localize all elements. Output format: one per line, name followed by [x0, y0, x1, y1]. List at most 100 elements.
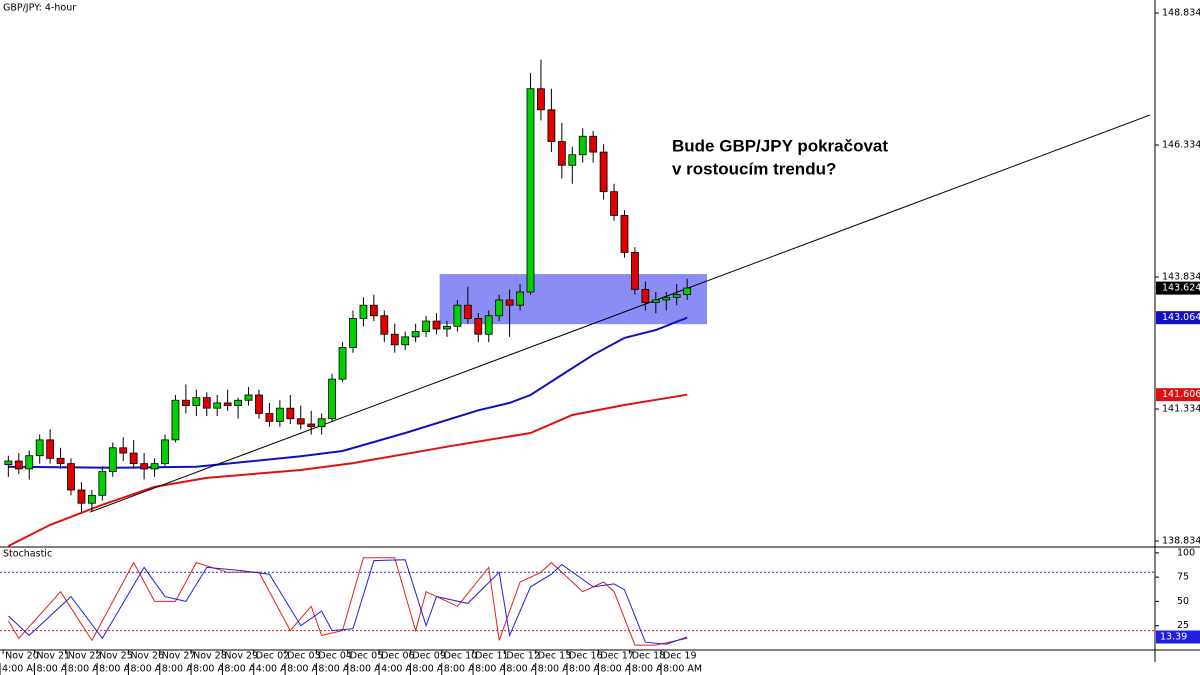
- candle-body: [307, 423, 316, 428]
- candle-body: [516, 291, 524, 306]
- indicator-value-label: 13.39: [1160, 631, 1187, 642]
- x-time-label-bg: [253, 663, 296, 675]
- candle-body: [443, 325, 451, 330]
- x-tick-label: Nov 20: [5, 651, 39, 662]
- indicator-title: Stochastic: [3, 549, 52, 560]
- x-time-label: 8:00 AM: [287, 664, 326, 675]
- ma-price-label-box: [1156, 388, 1200, 402]
- annotation: v rostoucím trendu?: [672, 159, 836, 178]
- candle-body: [547, 109, 556, 142]
- candle-body: [56, 457, 65, 465]
- candle-body: [4, 460, 13, 466]
- indicator-y-tick-label: 75: [1177, 572, 1189, 583]
- candle-body: [265, 413, 274, 422]
- x-time-label-bg: [159, 663, 202, 675]
- candle-body: [380, 315, 389, 335]
- last-price-label: 143.624: [1162, 283, 1200, 294]
- candle-body: [349, 318, 357, 348]
- candle-body: [401, 336, 410, 346]
- moving-average: [7, 393, 688, 547]
- candle-body: [150, 463, 159, 470]
- candle-body: [568, 154, 577, 166]
- x-time-label: 8:00 AM: [224, 664, 263, 675]
- x-time-label-bg: [0, 663, 43, 675]
- candle-body: [98, 471, 107, 496]
- annotation: Bude GBP/JPY pokračovat: [672, 136, 888, 155]
- x-time-label: 8:00 AM: [663, 664, 702, 675]
- candle-body: [422, 320, 430, 333]
- ma-price-label: 141.606: [1162, 389, 1200, 400]
- indicator-y-tick-label: 100: [1177, 547, 1195, 558]
- candle-body: [599, 151, 608, 193]
- x-tick-label: Dec 17: [600, 651, 634, 662]
- candle-body: [672, 294, 681, 298]
- ma-price-label: 143.064: [1162, 312, 1200, 323]
- x-time-label-bg: [97, 663, 140, 675]
- candle-body: [119, 447, 128, 454]
- candle-body: [213, 402, 222, 409]
- stochastic-line: [7, 557, 688, 646]
- x-time-label: 8:00 AM: [162, 664, 201, 675]
- x-time-label: 8:00 AM: [130, 664, 169, 675]
- candle-body: [161, 439, 169, 465]
- indicator-y-tick-label: 25: [1177, 620, 1189, 631]
- x-time-label: 8:00 AM: [569, 664, 608, 675]
- candle-body: [77, 489, 86, 504]
- moving-average: [8, 316, 688, 469]
- candle-body: [411, 331, 420, 338]
- x-time-label-bg: [128, 663, 171, 675]
- x-time-label: 8:00 AM: [36, 664, 75, 675]
- x-time-label: 4:00 AM: [256, 664, 295, 675]
- candle-body: [286, 407, 295, 420]
- x-time-label: 8:00 AM: [506, 664, 545, 675]
- x-time-label-bg: [410, 663, 453, 675]
- x-tick-label: Dec 12: [506, 651, 540, 662]
- x-time-label-bg: [535, 663, 578, 675]
- last-price-label-box: [1156, 281, 1200, 295]
- x-time-label: 8:00 AM: [350, 664, 389, 675]
- candle-body: [108, 447, 117, 472]
- y-tick-label: 143.834: [1162, 272, 1200, 283]
- x-tick-label: Nov 27: [162, 651, 196, 662]
- x-tick-label: Dec 05: [350, 651, 384, 662]
- y-tick-label: 141.334: [1162, 404, 1200, 415]
- x-time-label: 8:00 AM: [193, 664, 232, 675]
- x-time-label: 8:00 AM: [68, 664, 107, 675]
- x-time-label: 4:00 AM: [2, 664, 41, 675]
- candle-body: [589, 135, 598, 153]
- trendline: [89, 114, 1150, 513]
- candle-body: [620, 215, 629, 253]
- candle-body: [526, 88, 535, 293]
- x-time-label: 8:00 AM: [600, 664, 639, 675]
- x-tick-label: Nov 21: [36, 651, 70, 662]
- x-tick-label: Dec 02: [256, 651, 289, 662]
- candle-body: [171, 399, 180, 441]
- candle-body: [14, 460, 23, 470]
- x-time-label-bg: [34, 663, 77, 675]
- candle-body: [484, 315, 493, 335]
- indicator-y-tick-label: 50: [1177, 596, 1189, 607]
- x-tick-label: Dec 04: [318, 651, 352, 662]
- candle-body: [67, 463, 75, 491]
- candle-body: [275, 407, 284, 422]
- candle-body: [463, 304, 472, 319]
- x-time-label: 4:00 AM: [381, 664, 420, 675]
- x-tick-label: Nov 29: [224, 651, 258, 662]
- x-tick-label: Nov 22: [68, 651, 102, 662]
- x-time-label: 8:00 AM: [99, 664, 138, 675]
- candle-body: [432, 320, 441, 330]
- x-tick-label: Nov 25: [99, 651, 133, 662]
- candle-body: [46, 439, 55, 459]
- x-time-label-bg: [347, 663, 390, 675]
- candle-body: [610, 191, 618, 216]
- x-time-label: 8:00 AM: [538, 664, 577, 675]
- x-time-label-bg: [441, 663, 484, 675]
- candle-body: [87, 494, 96, 504]
- candle-body: [453, 304, 462, 327]
- x-time-label-bg: [379, 663, 422, 675]
- x-time-label-bg: [661, 663, 704, 675]
- candle-body: [651, 299, 660, 303]
- candle-body: [255, 394, 263, 414]
